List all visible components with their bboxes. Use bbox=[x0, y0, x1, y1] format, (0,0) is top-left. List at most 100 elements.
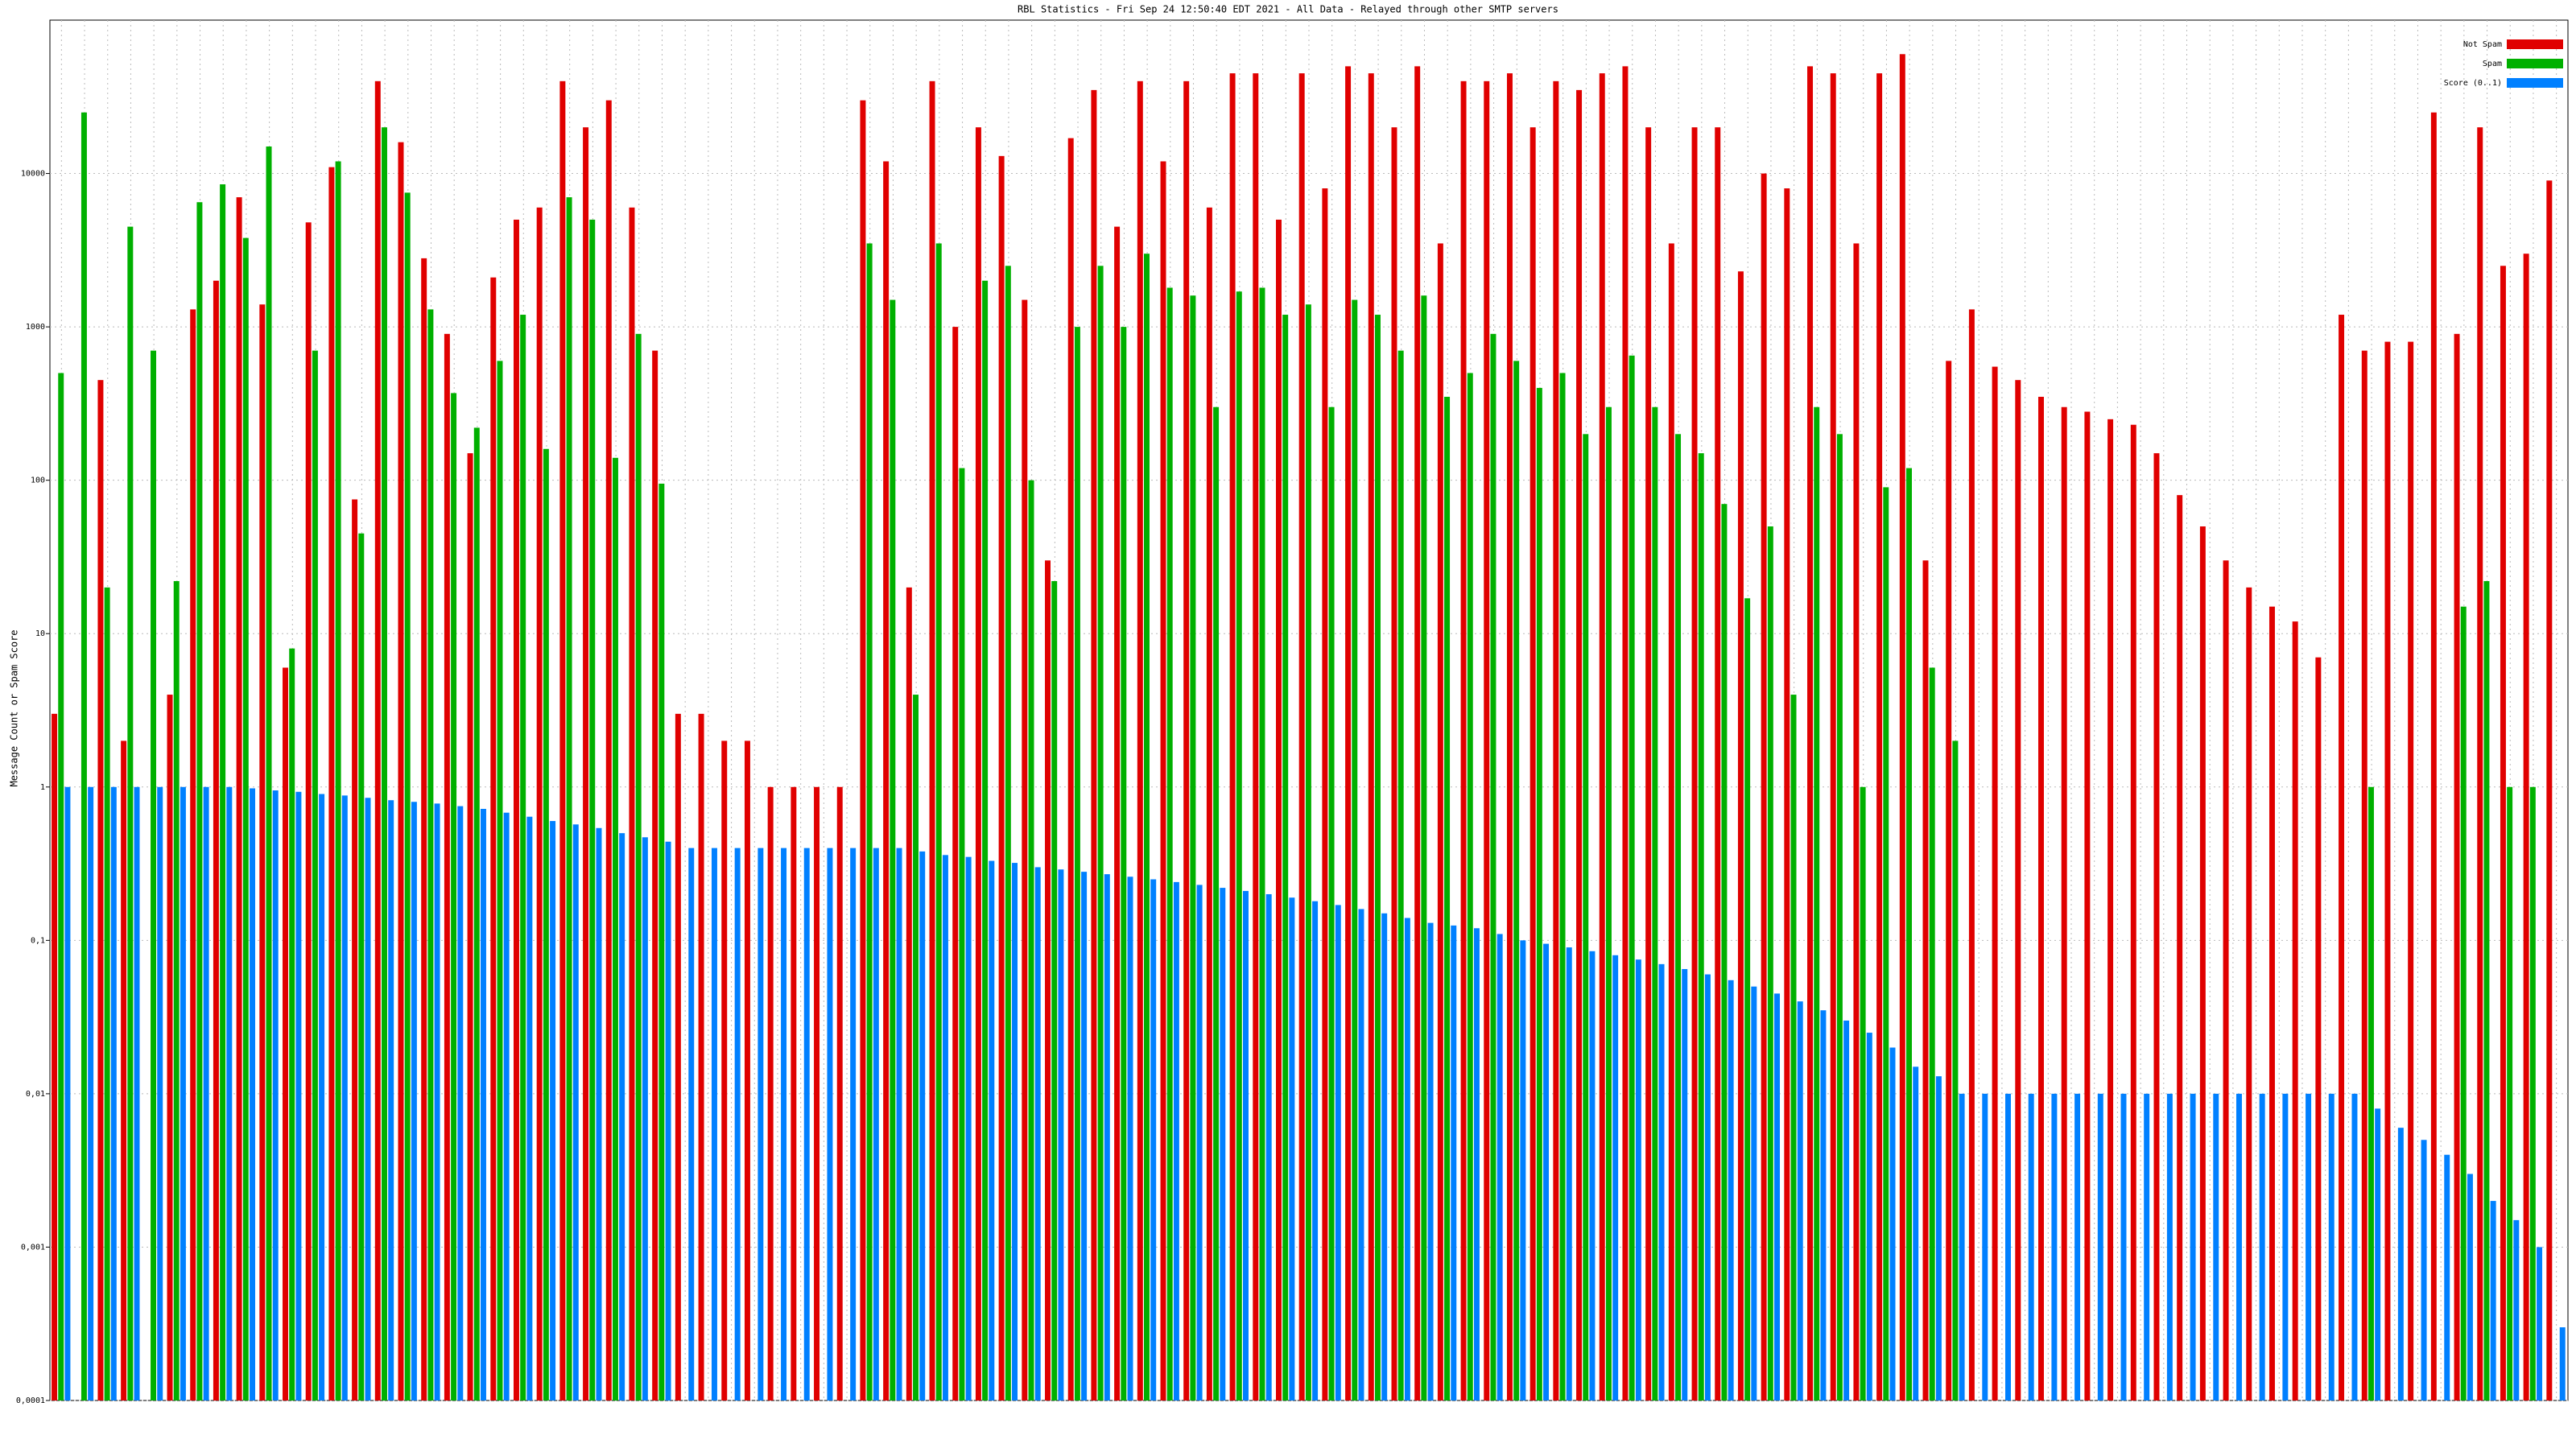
bar bbox=[1265, 893, 1272, 1400]
bar bbox=[1051, 580, 1058, 1400]
bar bbox=[629, 207, 635, 1400]
bar bbox=[1658, 963, 1665, 1400]
bar bbox=[1668, 243, 1674, 1400]
bar bbox=[1114, 226, 1121, 1401]
bar bbox=[642, 837, 648, 1400]
bar bbox=[444, 333, 450, 1400]
bar bbox=[1698, 453, 1704, 1400]
bar bbox=[242, 237, 249, 1400]
bar bbox=[2097, 1093, 2103, 1400]
bar bbox=[1236, 291, 1242, 1401]
bar bbox=[2282, 1093, 2289, 1400]
bar bbox=[1173, 881, 1179, 1400]
bar bbox=[1391, 127, 1397, 1400]
bar bbox=[127, 226, 134, 1401]
bar bbox=[1968, 309, 1975, 1400]
bar bbox=[913, 695, 919, 1400]
bar bbox=[2177, 495, 2183, 1400]
bar bbox=[536, 207, 543, 1400]
bar bbox=[1074, 327, 1080, 1401]
bar bbox=[1473, 928, 1480, 1400]
bar bbox=[1913, 1066, 1919, 1400]
bar bbox=[1243, 890, 1249, 1400]
bar bbox=[312, 350, 318, 1400]
bar bbox=[1652, 406, 1658, 1401]
bar bbox=[572, 824, 579, 1400]
bar bbox=[1836, 434, 1843, 1400]
bar bbox=[2513, 1219, 2520, 1400]
bar bbox=[2559, 1327, 2566, 1400]
bar bbox=[711, 848, 717, 1400]
y-tick-label: 1000 bbox=[26, 323, 45, 332]
bar bbox=[341, 795, 348, 1400]
bar bbox=[1045, 560, 1051, 1400]
bar bbox=[2351, 1093, 2358, 1400]
bar bbox=[365, 798, 371, 1400]
bar bbox=[503, 812, 510, 1400]
bar bbox=[97, 380, 104, 1401]
bar bbox=[1767, 526, 1773, 1401]
bar bbox=[1629, 355, 1635, 1401]
y-tick-label: 10 bbox=[35, 629, 45, 638]
bar bbox=[388, 800, 394, 1400]
bar bbox=[58, 373, 64, 1400]
bar bbox=[1744, 598, 1751, 1400]
bar bbox=[167, 695, 173, 1400]
bar bbox=[1761, 173, 1767, 1401]
bar bbox=[866, 243, 873, 1400]
bar bbox=[121, 740, 127, 1400]
bar bbox=[791, 786, 797, 1400]
bar bbox=[2028, 1093, 2034, 1400]
bar bbox=[1982, 1093, 1988, 1400]
bar bbox=[236, 197, 242, 1400]
bar bbox=[1206, 207, 1212, 1400]
bar bbox=[451, 393, 457, 1400]
bar bbox=[1322, 188, 1328, 1400]
bar bbox=[2361, 350, 2368, 1400]
bar bbox=[1022, 299, 1028, 1401]
bar bbox=[698, 713, 704, 1400]
bar bbox=[196, 202, 203, 1401]
bar bbox=[1484, 80, 1490, 1400]
bar bbox=[1992, 366, 1998, 1401]
bar bbox=[906, 587, 912, 1400]
bar bbox=[1935, 1076, 1942, 1400]
bar bbox=[1352, 299, 1358, 1401]
bar bbox=[1883, 487, 1889, 1400]
bar bbox=[203, 786, 209, 1400]
bar bbox=[1404, 918, 1410, 1400]
bar bbox=[2246, 587, 2252, 1400]
bar bbox=[2375, 1108, 2381, 1400]
bar bbox=[434, 803, 440, 1400]
bar bbox=[1160, 161, 1166, 1400]
bar bbox=[1220, 888, 1226, 1400]
bar bbox=[1605, 406, 1612, 1401]
bar bbox=[2130, 424, 2136, 1400]
chart-title: RBL Statistics - Fri Sep 24 12:50:40 EDT… bbox=[1018, 4, 1558, 15]
bar bbox=[1843, 1020, 1850, 1400]
bar bbox=[1166, 287, 1173, 1400]
y-tick-label: 1 bbox=[40, 783, 45, 792]
bar bbox=[883, 161, 890, 1400]
legend-label: Spam bbox=[2483, 60, 2502, 68]
bar bbox=[2190, 1093, 2196, 1400]
bar bbox=[2038, 396, 2044, 1401]
bar bbox=[1358, 909, 1364, 1400]
bar bbox=[250, 788, 255, 1400]
bar bbox=[2460, 606, 2467, 1400]
bar bbox=[2537, 1247, 2543, 1400]
bar bbox=[935, 243, 942, 1400]
y-tick-label: 0,01 bbox=[26, 1090, 45, 1099]
bar bbox=[1682, 968, 1688, 1400]
bar bbox=[665, 841, 671, 1400]
bar bbox=[2074, 1093, 2081, 1400]
bar bbox=[860, 100, 866, 1400]
y-tick-label: 0,0001 bbox=[16, 1396, 45, 1405]
bar bbox=[52, 713, 58, 1400]
bar bbox=[1866, 1033, 1872, 1400]
bar bbox=[2061, 406, 2067, 1401]
bar bbox=[1830, 73, 1836, 1401]
bar bbox=[998, 155, 1005, 1400]
bar bbox=[1067, 138, 1074, 1401]
